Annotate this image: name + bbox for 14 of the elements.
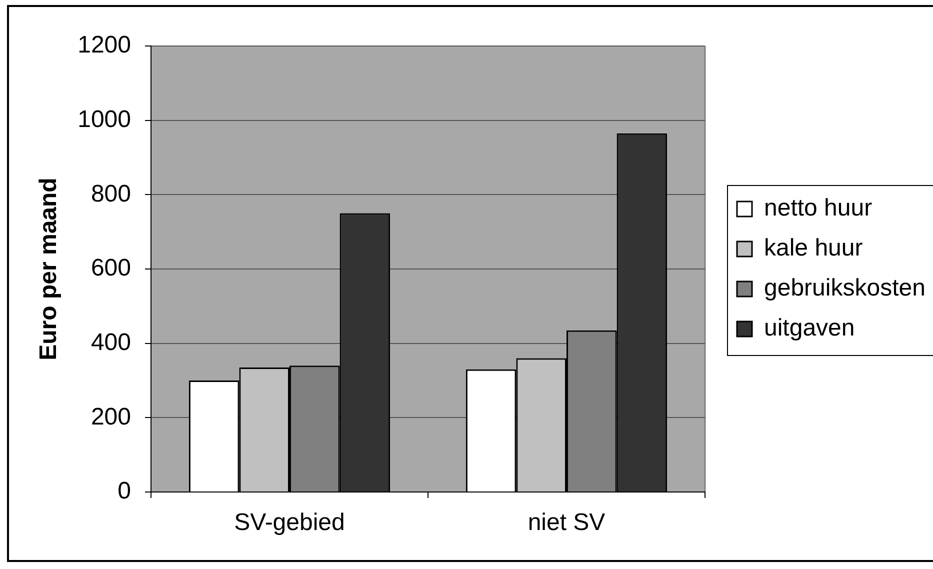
legend-label: gebruikskosten [764, 274, 926, 302]
y-axis-title: Euro per maand [35, 178, 62, 360]
legend-label: kale huur [764, 234, 863, 262]
x-tick-label: SV-gebied [234, 509, 345, 536]
x-tick-label: niet SV [528, 509, 606, 536]
y-tick-label: 200 [90, 403, 131, 430]
legend-label: netto huur [764, 194, 872, 222]
legend-label: uitgaven [764, 314, 855, 342]
y-tick-label: 400 [90, 328, 131, 356]
y-tick-label: 800 [90, 180, 131, 208]
y-tick-label: 1000 [78, 106, 131, 133]
y-tick-label: 0 [118, 478, 131, 505]
y-tick-label: 1200 [78, 32, 131, 59]
y-tick-label: 600 [90, 254, 131, 282]
